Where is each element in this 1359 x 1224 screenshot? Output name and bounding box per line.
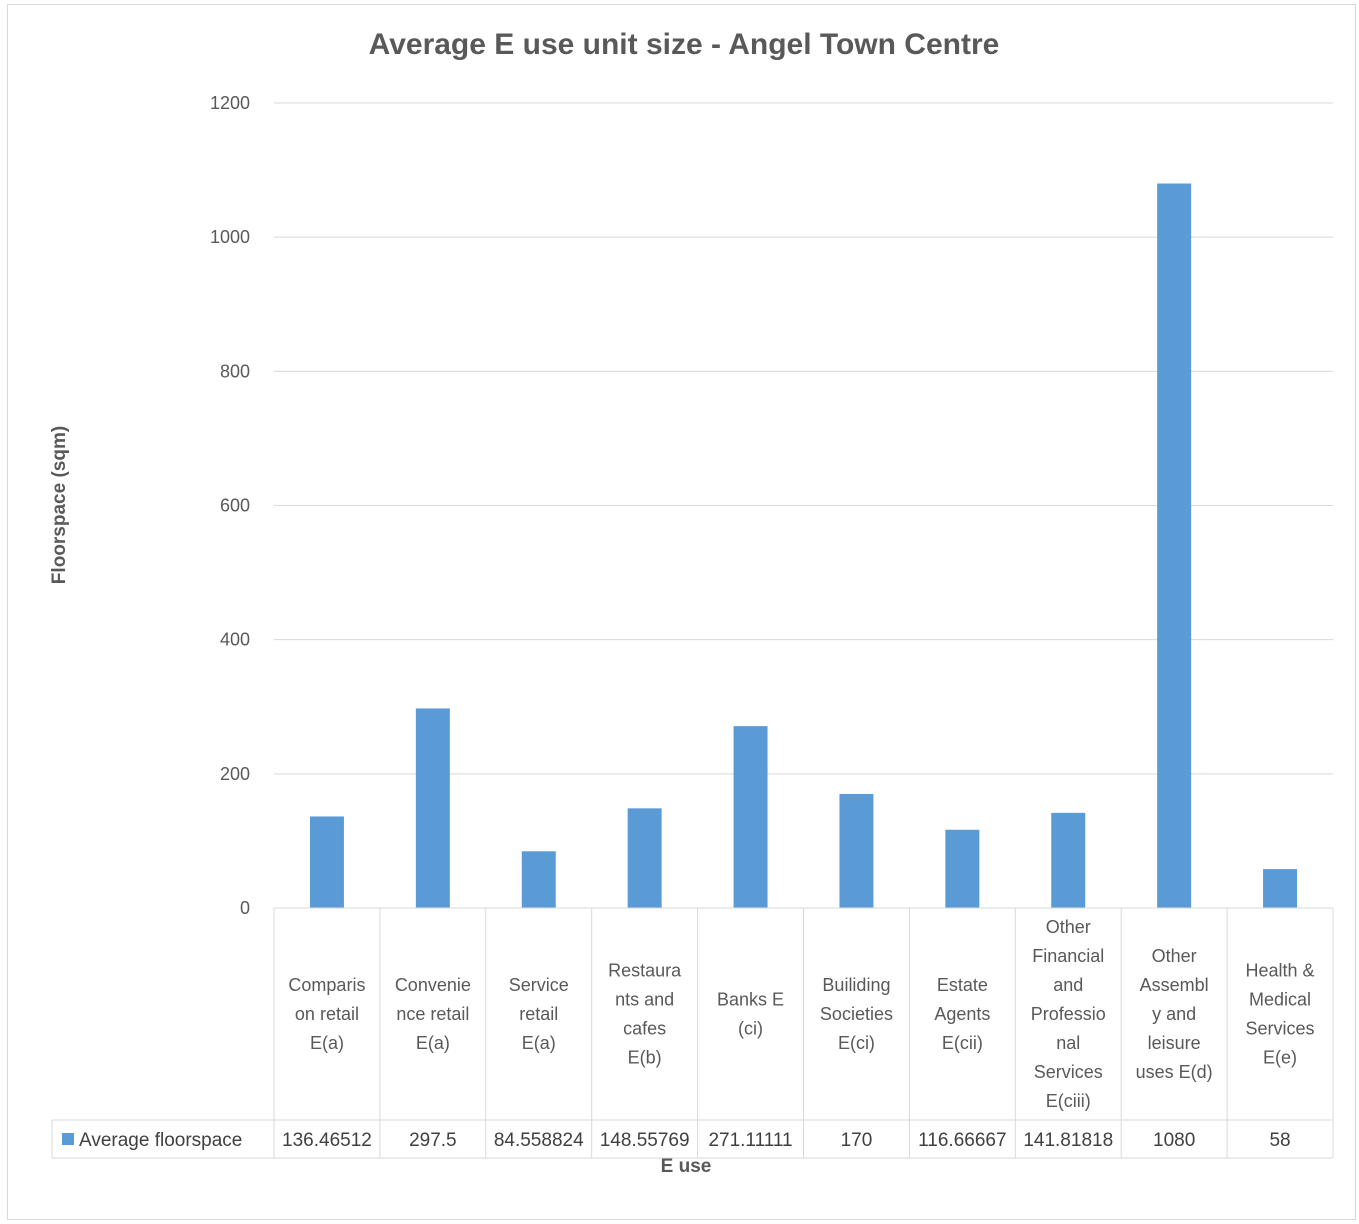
category-label: Service [509, 975, 569, 995]
category-label: Other [1046, 917, 1091, 937]
category-label: nal [1056, 1033, 1080, 1053]
category-label: cafes [623, 1019, 666, 1039]
category-label: Estate [937, 975, 988, 995]
category-label: Services [1034, 1062, 1103, 1082]
category-label: nce retail [396, 1004, 469, 1024]
category-label: Agents [934, 1004, 990, 1024]
category-label: uses E(d) [1136, 1062, 1213, 1082]
data-table-value: 136.46512 [282, 1130, 372, 1151]
legend-label: Average floorspace [79, 1130, 242, 1151]
category-label: Other [1152, 946, 1197, 966]
data-table-value: 58 [1269, 1130, 1290, 1151]
bar [521, 851, 556, 908]
category-label: retail [519, 1004, 558, 1024]
category-label: Comparis [288, 975, 365, 995]
category-label: nts and [615, 990, 674, 1010]
bar [945, 829, 980, 908]
category-label: leisure [1148, 1033, 1201, 1053]
bar [627, 808, 662, 908]
y-tick-label: 1000 [210, 227, 250, 247]
bar [839, 793, 874, 908]
data-table-value: 1080 [1153, 1130, 1195, 1151]
bar [1157, 183, 1192, 908]
category-label: Financial [1032, 946, 1104, 966]
chart-frame [7, 4, 1356, 1220]
chart-title: Average E use unit size - Angel Town Cen… [368, 28, 1000, 61]
category-label: Professio [1031, 1004, 1106, 1024]
y-tick-label: 1200 [210, 93, 250, 113]
category-label: Health & [1246, 961, 1315, 981]
category-label: (ci) [738, 1019, 763, 1039]
y-tick-label: 800 [220, 361, 250, 381]
category-label: on retail [295, 1004, 359, 1024]
category-label: E(ciii) [1046, 1091, 1091, 1111]
category-label: Convenie [395, 975, 471, 995]
data-table-value: 271.11111 [708, 1130, 792, 1151]
category-label: E(ci) [838, 1033, 875, 1053]
category-label: E(b) [628, 1048, 662, 1068]
category-label: E(a) [416, 1033, 450, 1053]
category-label: E(cii) [942, 1033, 983, 1053]
category-label: Banks E [717, 990, 784, 1010]
bar [1051, 812, 1086, 908]
category-label: E(a) [522, 1033, 556, 1053]
category-label: y and [1152, 1004, 1196, 1024]
data-table-value: 297.5 [409, 1130, 457, 1151]
category-label: Assembl [1140, 975, 1209, 995]
category-label: Services [1246, 1019, 1315, 1039]
bar [309, 816, 344, 908]
bar [415, 708, 450, 908]
data-table-value: 84.558824 [494, 1130, 584, 1151]
bar [733, 726, 768, 908]
y-tick-label: 400 [220, 630, 250, 650]
y-tick-label: 600 [220, 496, 250, 516]
data-table-value: 170 [841, 1130, 873, 1151]
data-table-value: 116.66667 [918, 1130, 1006, 1151]
bar [1263, 869, 1298, 908]
y-tick-label: 200 [220, 764, 250, 784]
legend-swatch [62, 1133, 74, 1145]
category-label: Restaura [608, 961, 682, 981]
y-tick-label: 0 [240, 898, 250, 918]
data-table-value: 148.55769 [600, 1130, 690, 1151]
category-label: Builiding [822, 975, 890, 995]
category-label: Medical [1249, 990, 1311, 1010]
category-label: and [1053, 975, 1083, 995]
x-axis-label: E use [660, 1156, 712, 1177]
category-label: E(e) [1263, 1048, 1297, 1068]
data-table-value: 141.81818 [1023, 1130, 1113, 1151]
category-label: E(a) [310, 1033, 344, 1053]
category-label: Societies [820, 1004, 893, 1024]
